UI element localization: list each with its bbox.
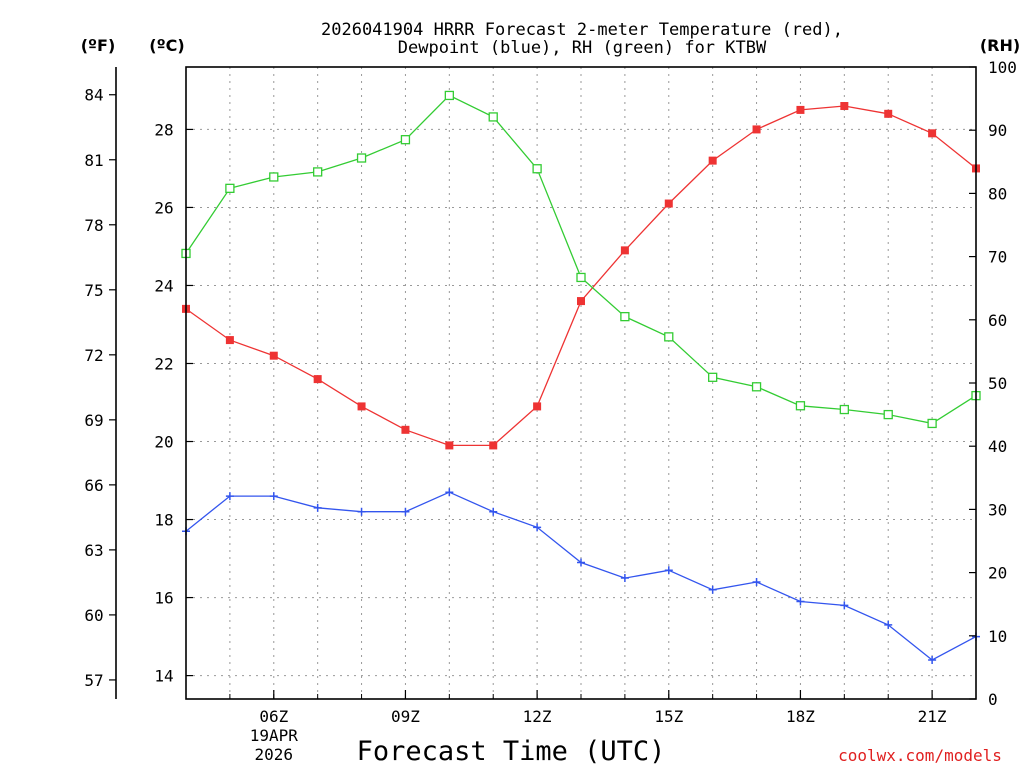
temperature-point bbox=[928, 129, 937, 138]
temperature-point bbox=[884, 109, 893, 118]
temperature-point bbox=[269, 351, 278, 360]
dewpoint-point bbox=[928, 655, 937, 664]
rh-point bbox=[225, 183, 235, 193]
rh-tick-label: 10 bbox=[988, 627, 1007, 646]
rh-unit-label: (RH) bbox=[980, 36, 1020, 55]
rh-tick-label: 60 bbox=[988, 311, 1007, 330]
dewpoint-point bbox=[225, 492, 234, 501]
fahrenheit-unit-label: (ºF) bbox=[81, 36, 116, 55]
celsius-tick-label: 24 bbox=[154, 276, 173, 295]
temperature-point bbox=[840, 102, 849, 111]
fahrenheit-tick-label: 63 bbox=[84, 541, 103, 560]
temperature-point bbox=[401, 425, 410, 434]
x-year-label: 2026 bbox=[255, 745, 294, 764]
x-tick-label: 18Z bbox=[786, 707, 815, 726]
x-date-label: 19APR bbox=[250, 726, 299, 745]
rh-tick-label: 20 bbox=[988, 564, 1007, 583]
dewpoint-point bbox=[269, 492, 278, 501]
dewpoint-point bbox=[357, 507, 366, 516]
rh-point bbox=[620, 311, 630, 322]
rh-point bbox=[444, 90, 454, 101]
dewpoint-point bbox=[489, 507, 498, 516]
rh-point bbox=[532, 164, 542, 174]
dewpoint-point bbox=[577, 558, 585, 567]
grid bbox=[186, 67, 976, 699]
fahrenheit-tick-label: 75 bbox=[84, 281, 103, 300]
celsius-tick-label: 26 bbox=[154, 198, 173, 217]
axes: 14 16 18 20 22 24 26 28 57 60 63 66 69 72 75 78 81 84 0 10 2… bbox=[84, 58, 1017, 764]
x-tick-label: 15Z bbox=[654, 707, 683, 726]
x-tick-label: 09Z bbox=[391, 707, 420, 726]
temperature-point bbox=[357, 402, 366, 411]
celsius-tick-label: 28 bbox=[154, 120, 173, 139]
fahrenheit-tick-label: 78 bbox=[84, 216, 103, 235]
rh-tick-label: 50 bbox=[988, 374, 1007, 393]
temperature-point bbox=[577, 297, 585, 306]
celsius-tick-label: 20 bbox=[154, 433, 173, 452]
dewpoint-point bbox=[840, 601, 849, 610]
rh-point bbox=[795, 401, 806, 411]
dewpoint-point bbox=[401, 507, 410, 516]
dewpoint-point bbox=[796, 597, 805, 606]
rh-tick-label: 70 bbox=[988, 248, 1007, 267]
x-tick-label: 21Z bbox=[918, 707, 947, 726]
fahrenheit-tick-label: 60 bbox=[84, 606, 103, 625]
x-axis-title: Forecast Time (UTC) bbox=[357, 736, 666, 767]
credit-text: coolwx.com/models bbox=[838, 746, 1002, 765]
temperature-point bbox=[445, 441, 454, 450]
rh-point bbox=[751, 382, 762, 392]
rh-point bbox=[883, 409, 893, 420]
rh-point bbox=[839, 404, 849, 415]
temperature-point bbox=[620, 246, 629, 255]
rh-tick-label: 100 bbox=[988, 58, 1017, 77]
celsius-tick-label: 18 bbox=[154, 511, 173, 530]
celsius-unit-label: (ºC) bbox=[149, 36, 184, 55]
rh-point bbox=[400, 135, 411, 145]
dewpoint-point bbox=[664, 566, 673, 575]
celsius-tick-label: 22 bbox=[154, 354, 173, 373]
rh-point bbox=[576, 272, 586, 283]
dewpoint-point bbox=[752, 577, 761, 586]
rh-point bbox=[269, 172, 279, 182]
rh-point bbox=[664, 332, 674, 342]
fahrenheit-tick-label: 57 bbox=[84, 671, 103, 690]
rh-point bbox=[927, 418, 937, 429]
fahrenheit-tick-label: 84 bbox=[84, 86, 103, 105]
dewpoint-point bbox=[884, 620, 893, 629]
x-tick-label: 12Z bbox=[523, 707, 552, 726]
temperature-point bbox=[533, 402, 542, 411]
rh-point bbox=[313, 167, 323, 177]
temperature-point bbox=[752, 125, 761, 134]
celsius-tick-label: 14 bbox=[154, 667, 173, 686]
dewpoint-point bbox=[313, 503, 322, 512]
series-layer bbox=[181, 90, 981, 664]
rh-tick-label: 40 bbox=[988, 437, 1007, 456]
chart-title-line-2: Dewpoint (blue), RH (green) for KTBW bbox=[398, 38, 767, 58]
rh-tick-label: 90 bbox=[988, 121, 1007, 140]
chart-title-line-1: 2026041904 HRRR Forecast 2-meter Tempera… bbox=[321, 20, 843, 40]
rh-tick-label: 30 bbox=[988, 500, 1007, 519]
dewpoint-point bbox=[708, 585, 717, 594]
temperature-point bbox=[313, 375, 322, 384]
rh-tick-label: 80 bbox=[988, 184, 1007, 203]
temperature-point bbox=[664, 199, 673, 208]
rh-point bbox=[488, 112, 498, 122]
fahrenheit-tick-label: 69 bbox=[84, 411, 103, 430]
temperature-point bbox=[796, 105, 805, 114]
celsius-tick-label: 16 bbox=[154, 589, 173, 608]
rh-point bbox=[708, 372, 718, 382]
fahrenheit-tick-label: 72 bbox=[84, 346, 103, 365]
temperature-point bbox=[708, 156, 717, 165]
dewpoint-point bbox=[533, 523, 542, 532]
dewpoint-point bbox=[620, 574, 629, 583]
x-tick-label: 06Z bbox=[259, 707, 288, 726]
fahrenheit-tick-label: 81 bbox=[84, 151, 103, 170]
rh-point bbox=[356, 153, 367, 163]
temperature-point bbox=[489, 441, 498, 450]
dewpoint-point bbox=[445, 488, 454, 497]
rh-tick-label: 0 bbox=[988, 690, 998, 709]
fahrenheit-tick-label: 66 bbox=[84, 476, 103, 495]
temperature-point bbox=[225, 336, 234, 345]
